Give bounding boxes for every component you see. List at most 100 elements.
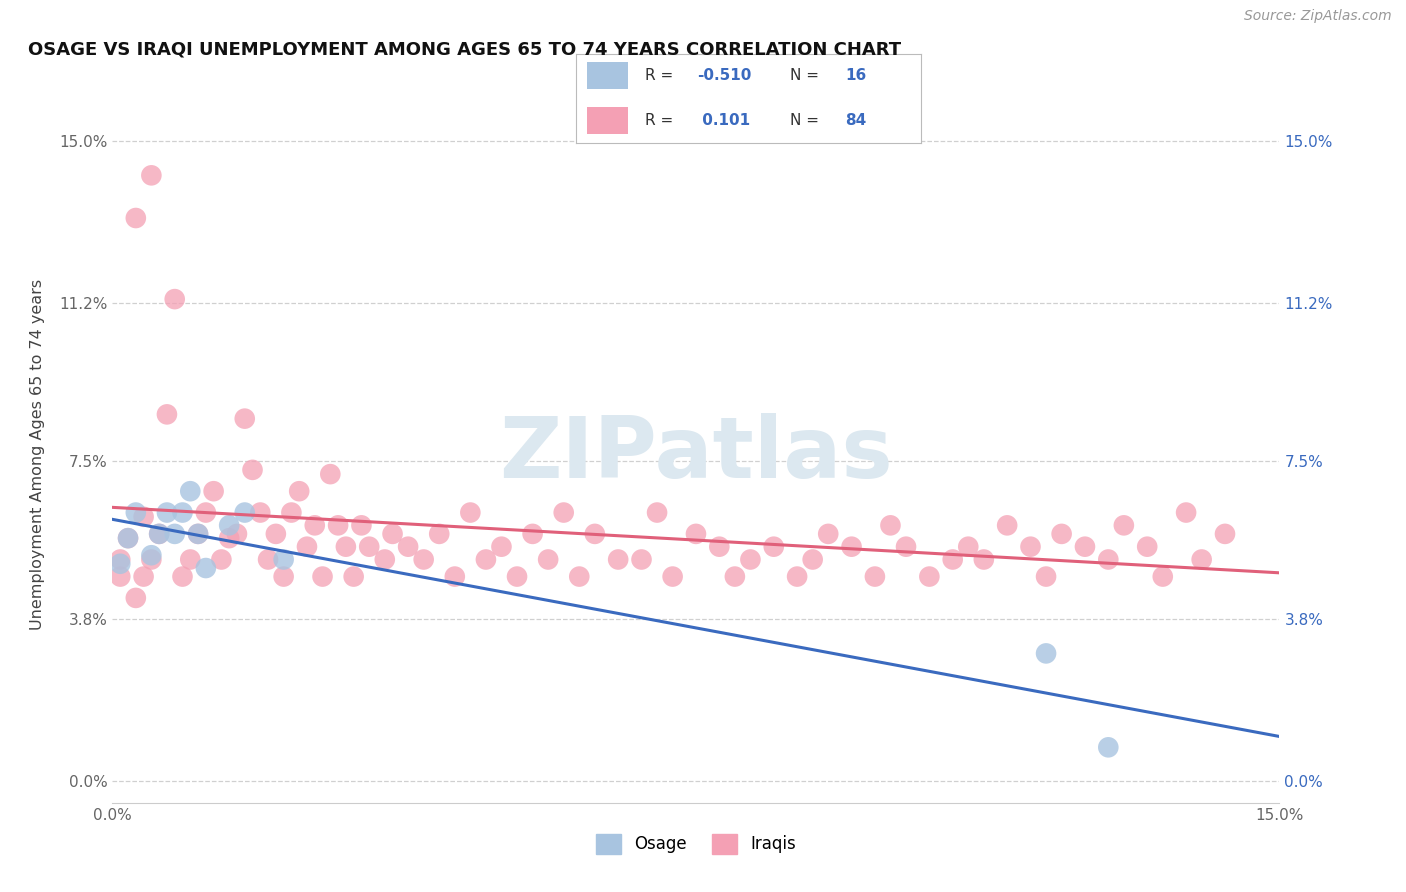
- Point: [396, 540, 419, 554]
- Point: [661, 569, 683, 583]
- Point: [110, 552, 132, 566]
- Legend: Osage, Iraqis: Osage, Iraqis: [589, 827, 803, 861]
- Point: [1175, 506, 1198, 520]
- Point: [1136, 540, 1159, 554]
- Point: [1035, 647, 1057, 661]
- Point: [553, 506, 575, 520]
- Point: [786, 569, 808, 583]
- Point: [568, 569, 591, 583]
- Point: [226, 527, 249, 541]
- Text: 84: 84: [845, 113, 866, 128]
- Point: [163, 292, 186, 306]
- Text: 0.101: 0.101: [697, 113, 751, 128]
- Point: [1191, 552, 1213, 566]
- Point: [359, 540, 381, 554]
- Point: [141, 552, 163, 566]
- Point: [141, 548, 163, 562]
- Point: [630, 552, 652, 566]
- Point: [506, 569, 529, 583]
- Point: [685, 527, 707, 541]
- Point: [110, 557, 132, 571]
- Point: [319, 467, 342, 482]
- Point: [117, 531, 139, 545]
- Point: [326, 518, 349, 533]
- Point: [187, 527, 209, 541]
- Point: [1035, 569, 1057, 583]
- Point: [148, 527, 170, 541]
- Point: [957, 540, 980, 554]
- Point: [1213, 527, 1236, 541]
- Point: [209, 552, 232, 566]
- Point: [335, 540, 357, 554]
- Text: R =: R =: [645, 69, 673, 83]
- Point: [645, 506, 668, 520]
- Point: [273, 569, 295, 583]
- Point: [179, 484, 201, 499]
- Point: [918, 569, 941, 583]
- Point: [762, 540, 785, 554]
- Point: [125, 506, 148, 520]
- Point: [522, 527, 544, 541]
- Point: [443, 569, 465, 583]
- Point: [273, 552, 295, 566]
- Point: [537, 552, 560, 566]
- Point: [381, 527, 404, 541]
- Text: N =: N =: [790, 113, 820, 128]
- Point: [242, 463, 264, 477]
- Point: [179, 552, 201, 566]
- Point: [475, 552, 498, 566]
- Point: [172, 569, 194, 583]
- Point: [350, 518, 373, 533]
- Point: [233, 506, 256, 520]
- Point: [194, 506, 217, 520]
- Point: [894, 540, 917, 554]
- Point: [257, 552, 280, 566]
- Text: OSAGE VS IRAQI UNEMPLOYMENT AMONG AGES 65 TO 74 YEARS CORRELATION CHART: OSAGE VS IRAQI UNEMPLOYMENT AMONG AGES 6…: [28, 40, 901, 58]
- Y-axis label: Unemployment Among Ages 65 to 74 years: Unemployment Among Ages 65 to 74 years: [31, 279, 45, 631]
- Point: [412, 552, 434, 566]
- Point: [125, 211, 148, 225]
- Point: [973, 552, 995, 566]
- Point: [264, 527, 287, 541]
- Point: [163, 527, 186, 541]
- Point: [879, 518, 901, 533]
- Point: [172, 506, 194, 520]
- Point: [1050, 527, 1073, 541]
- Point: [233, 411, 256, 425]
- Bar: [586, 107, 628, 134]
- Point: [607, 552, 630, 566]
- Text: ZIPatlas: ZIPatlas: [499, 413, 893, 497]
- Bar: [586, 62, 628, 89]
- Point: [343, 569, 366, 583]
- Point: [311, 569, 333, 583]
- Point: [1074, 540, 1097, 554]
- Point: [491, 540, 513, 554]
- Point: [1152, 569, 1174, 583]
- Point: [249, 506, 271, 520]
- Point: [583, 527, 606, 541]
- Point: [427, 527, 450, 541]
- Point: [724, 569, 747, 583]
- Point: [110, 569, 132, 583]
- Point: [125, 591, 148, 605]
- Point: [1019, 540, 1042, 554]
- Text: R =: R =: [645, 113, 673, 128]
- Point: [156, 408, 179, 422]
- Point: [995, 518, 1018, 533]
- Point: [1112, 518, 1135, 533]
- Point: [1097, 740, 1119, 755]
- Point: [841, 540, 863, 554]
- Point: [148, 527, 170, 541]
- Point: [280, 506, 302, 520]
- Point: [132, 509, 155, 524]
- Point: [218, 531, 240, 545]
- Point: [942, 552, 965, 566]
- Point: [460, 506, 482, 520]
- Point: [202, 484, 225, 499]
- Point: [1097, 552, 1119, 566]
- Point: [374, 552, 396, 566]
- Text: -0.510: -0.510: [697, 69, 751, 83]
- Text: Source: ZipAtlas.com: Source: ZipAtlas.com: [1244, 9, 1392, 23]
- Point: [709, 540, 731, 554]
- Point: [156, 506, 179, 520]
